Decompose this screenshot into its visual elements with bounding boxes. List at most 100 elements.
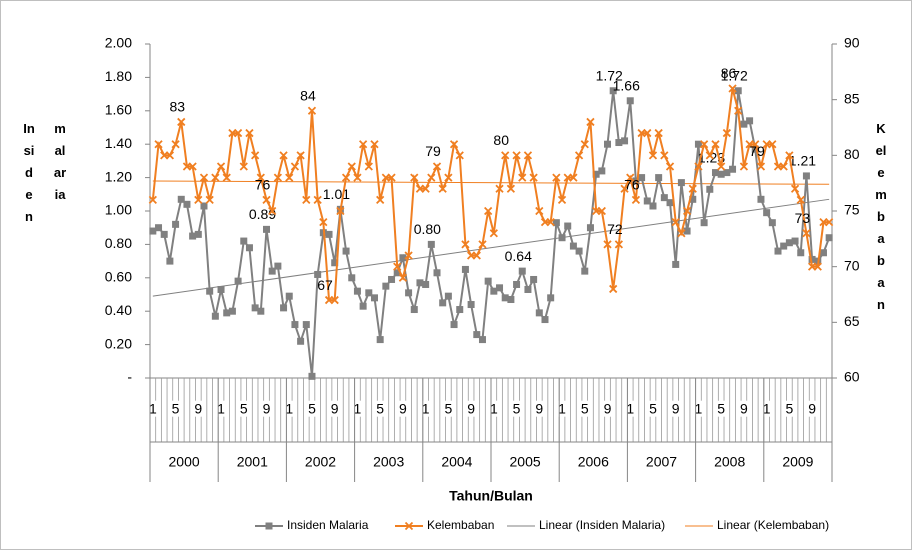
point: [569, 242, 577, 250]
data-label: 1.72: [721, 67, 748, 83]
label-bg: [420, 400, 431, 417]
label-bg: [511, 400, 522, 417]
point: [234, 277, 242, 285]
point: [206, 287, 214, 295]
y-tick-label: 0.20: [105, 335, 132, 351]
point: [472, 251, 481, 260]
point: [245, 128, 254, 138]
point: [388, 275, 396, 283]
point: [421, 184, 430, 193]
point: [398, 273, 408, 282]
point: [268, 206, 277, 216]
point: [660, 151, 669, 160]
label-bg: [670, 400, 681, 417]
point: [506, 184, 516, 193]
point: [529, 173, 538, 182]
year-label: 2000: [169, 454, 200, 470]
point: [449, 140, 459, 149]
point: [404, 251, 413, 260]
point: [297, 337, 305, 345]
point: [802, 229, 811, 238]
point: [348, 274, 356, 282]
point: [723, 169, 731, 177]
y-tick-label: 0.80: [105, 235, 132, 251]
data-label: 76: [255, 177, 271, 193]
point: [365, 289, 373, 297]
point: [347, 162, 356, 171]
point: [648, 151, 658, 160]
point: [802, 172, 810, 180]
point: [274, 262, 282, 270]
point: [575, 247, 583, 255]
data-label: 72: [607, 221, 623, 237]
point: [183, 200, 191, 208]
point: [558, 234, 566, 242]
x-tick-label: 1: [285, 401, 293, 417]
point: [825, 217, 834, 227]
point: [217, 285, 225, 293]
x-tick-label: 1: [626, 401, 634, 417]
point: [779, 162, 788, 171]
point: [609, 284, 618, 294]
point: [677, 179, 685, 187]
point: [626, 173, 635, 182]
point: [757, 195, 765, 203]
point: [746, 117, 754, 125]
trendline: [152, 198, 830, 297]
point: [382, 282, 390, 290]
year-label: 2009: [782, 454, 813, 470]
point: [518, 173, 527, 182]
y2-tick-label: 75: [844, 202, 860, 218]
point: [302, 321, 310, 329]
label-bg: [193, 400, 204, 417]
point: [422, 280, 430, 288]
x-tick-label: 5: [785, 401, 793, 417]
y-tick-label: 0.60: [105, 269, 132, 285]
point: [774, 247, 782, 255]
data-label: 1.66: [613, 77, 640, 93]
point: [148, 195, 157, 205]
point: [296, 151, 305, 160]
series-line: [151, 88, 830, 302]
x-tick-label: 9: [808, 401, 816, 417]
point: [790, 184, 800, 193]
point: [172, 220, 180, 228]
point: [688, 184, 697, 193]
label-bg: [784, 400, 795, 417]
point: [313, 195, 322, 205]
year-label: 2005: [510, 454, 541, 470]
label-bg: [352, 400, 363, 417]
x-tick-label: 1: [558, 401, 566, 417]
point: [535, 206, 544, 216]
point: [273, 173, 283, 182]
label-bg: [466, 400, 477, 417]
point: [211, 312, 219, 320]
y2-tick-label: 90: [844, 35, 860, 51]
label-bg: [261, 400, 272, 417]
x-tick-label: 5: [717, 401, 725, 417]
x-tick-label: 1: [217, 401, 225, 417]
point: [280, 304, 288, 312]
point: [490, 287, 498, 295]
y2-tick-label: 60: [844, 369, 860, 385]
data-label: 0.89: [249, 206, 276, 222]
x-tick-label: 9: [331, 401, 339, 417]
point: [620, 184, 629, 193]
x-tick-label: 1: [422, 401, 430, 417]
point: [632, 177, 640, 185]
point: [717, 170, 725, 178]
x-tick-label: 1: [354, 401, 362, 417]
label-bg: [284, 400, 295, 417]
point: [478, 240, 487, 249]
legend-label: Insiden Malaria: [287, 518, 369, 532]
point: [233, 128, 243, 138]
point: [671, 217, 680, 227]
point: [717, 162, 726, 171]
point: [456, 306, 464, 314]
point: [330, 295, 339, 305]
point: [751, 145, 759, 153]
point: [319, 217, 328, 227]
point: [666, 199, 674, 207]
label-bg: [761, 400, 772, 417]
label-bg: [602, 400, 613, 417]
